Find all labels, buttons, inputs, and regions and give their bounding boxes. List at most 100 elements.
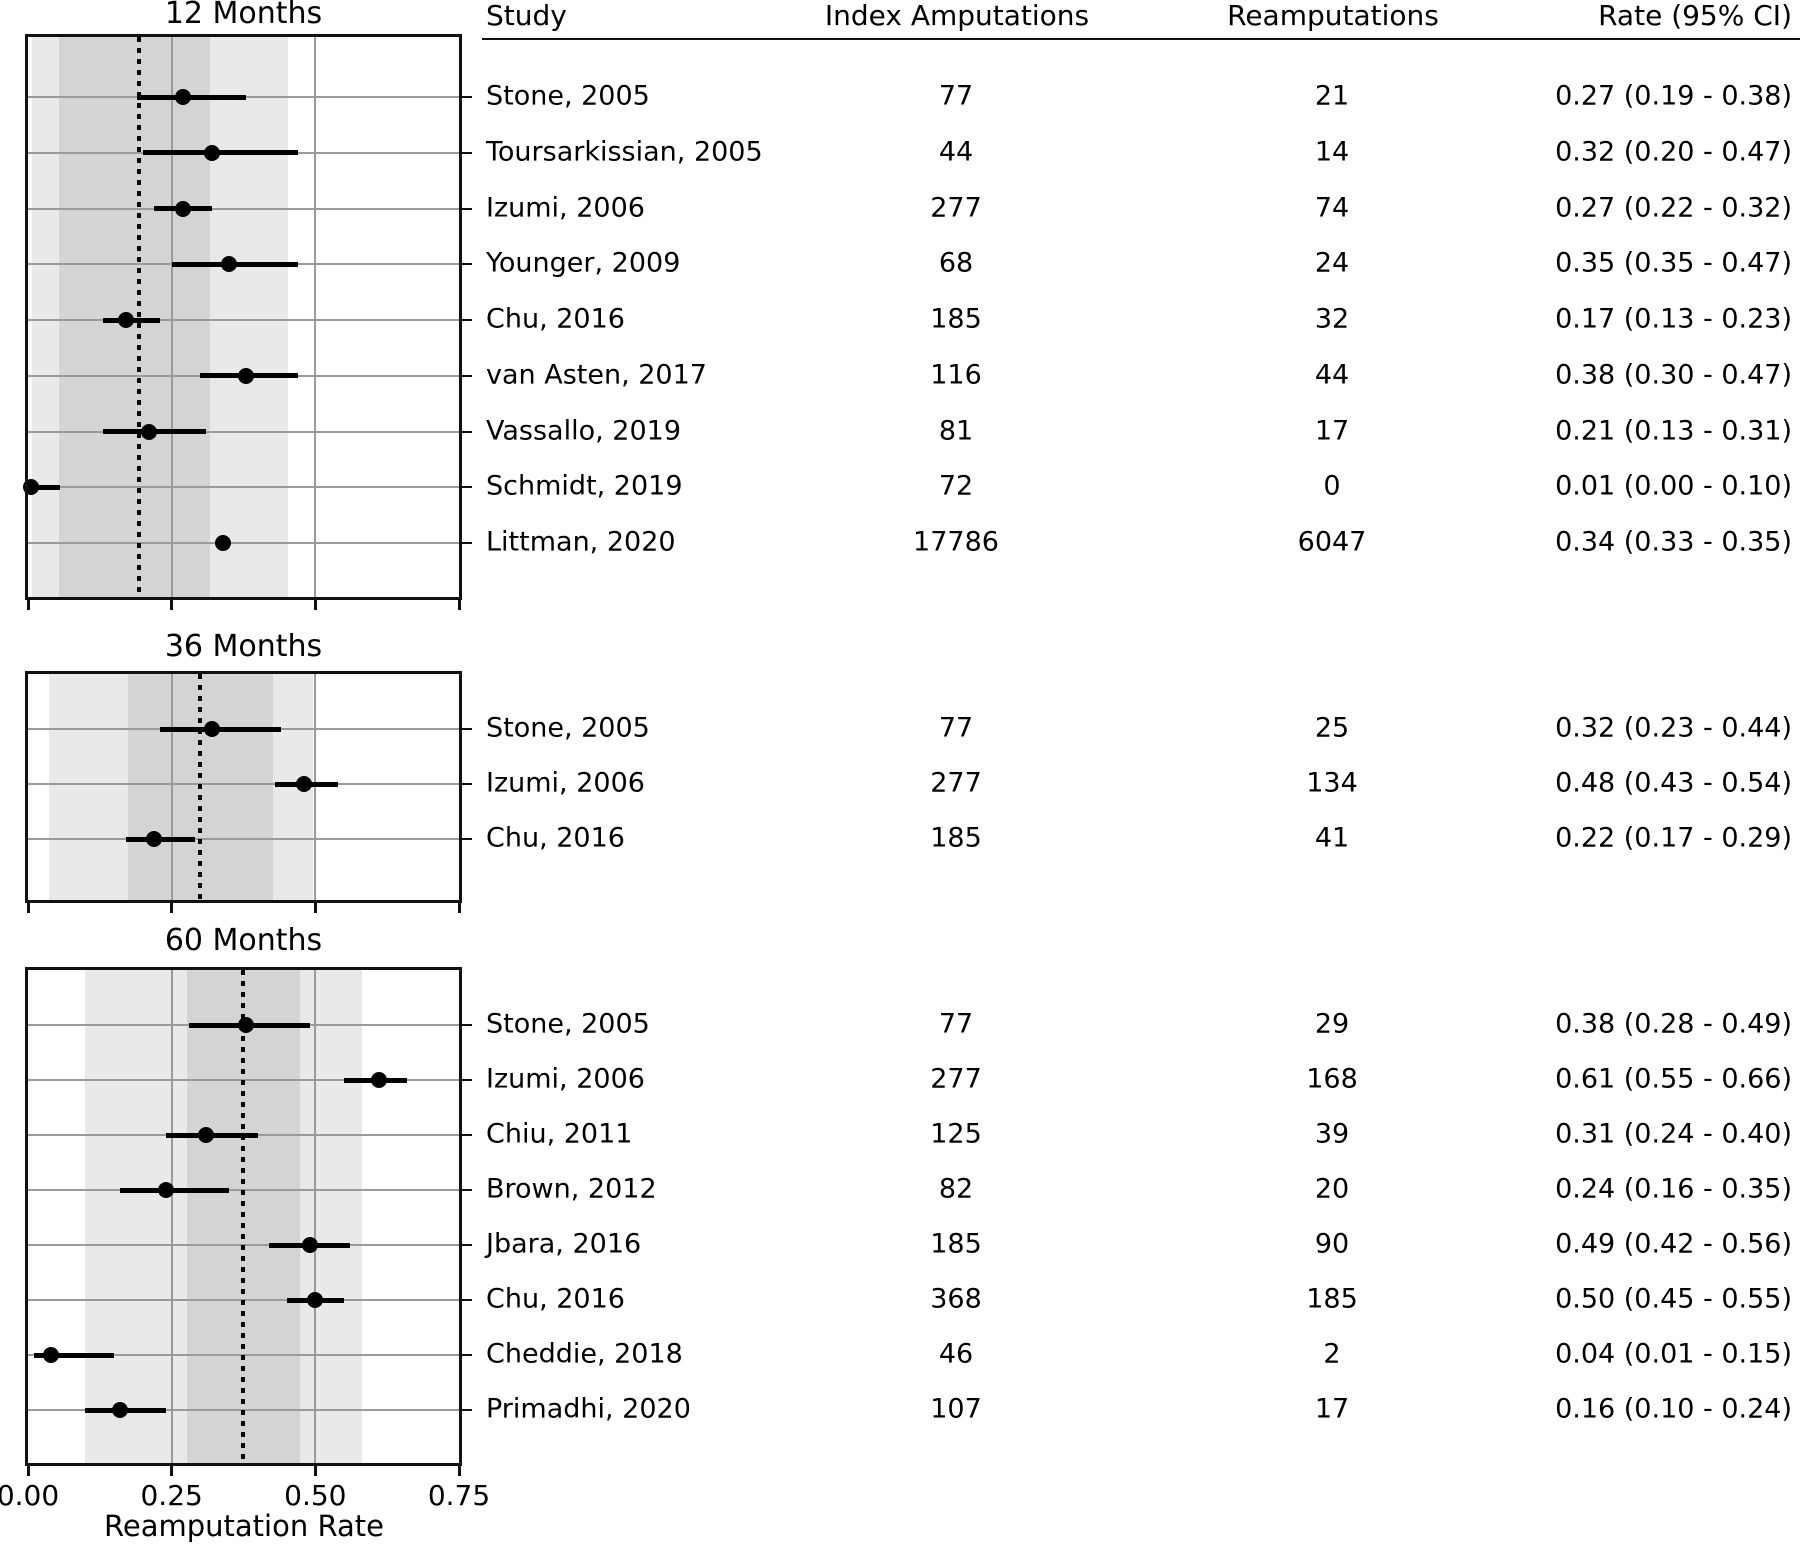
rate-ci-value: 0.01 (0.00 - 0.10) (1555, 470, 1792, 502)
point-estimate-marker (221, 256, 238, 273)
point-estimate-marker (146, 831, 163, 847)
study-label: Cheddie, 2018 (486, 1338, 683, 1370)
point-estimate-marker (42, 1347, 59, 1363)
rate-ci-value: 0.24 (0.16 - 0.35) (1555, 1173, 1792, 1205)
study-label: Izumi, 2006 (486, 1063, 645, 1095)
study-label: Jbara, 2016 (486, 1228, 642, 1260)
study-label: Chu, 2016 (486, 822, 625, 854)
study-row-axis-tick (459, 319, 472, 321)
rate-ci-value: 0.38 (0.28 - 0.49) (1555, 1008, 1792, 1040)
pooled-estimate-dotted-line (240, 970, 245, 1463)
study-row-axis-tick (459, 542, 472, 544)
study-label: Chu, 2016 (486, 1283, 625, 1315)
rate-ci-value: 0.32 (0.20 - 0.47) (1555, 136, 1792, 168)
x-axis-tick (457, 597, 461, 610)
index-amputations-value: 82 (938, 1173, 974, 1205)
point-estimate-marker (203, 721, 220, 737)
point-estimate-marker (157, 1182, 174, 1198)
x-axis-tick (457, 1463, 461, 1476)
study-label: Stone, 2005 (486, 80, 650, 112)
x-axis-tick (26, 597, 30, 610)
study-row-axis-tick (459, 1299, 472, 1301)
study-label: Izumi, 2006 (486, 767, 645, 799)
study-label: Vassallo, 2019 (486, 414, 681, 446)
index-amputations-value: 116 (930, 359, 982, 391)
ci-whisker (119, 1187, 230, 1193)
panel-title-60-months: 60 Months (164, 923, 323, 958)
point-estimate-marker (307, 1292, 324, 1308)
study-row-axis-tick (459, 1244, 472, 1246)
point-estimate-marker (238, 1017, 255, 1033)
study-label: van Asten, 2017 (486, 359, 707, 391)
pooled-estimate-dotted-line (197, 674, 202, 900)
study-label: Younger, 2009 (486, 247, 681, 279)
study-label: Schmidt, 2019 (486, 470, 683, 502)
panel-title-12-months: 12 Months (164, 0, 323, 31)
study-row-axis-tick (459, 207, 472, 210)
reamputations-value: 20 (1314, 1173, 1350, 1205)
point-estimate-marker (295, 776, 312, 792)
vertical-gridline (170, 970, 173, 1463)
reamputations-value: 25 (1314, 712, 1350, 744)
index-amputations-value: 277 (930, 1063, 982, 1095)
x-axis-tick (170, 1463, 174, 1476)
reamputations-value: 39 (1314, 1118, 1350, 1150)
reamputations-value: 168 (1306, 1063, 1358, 1095)
rate-ci-value: 0.38 (0.30 - 0.47) (1555, 359, 1792, 391)
index-amputations-value: 44 (938, 136, 974, 168)
panel-title-36-months: 36 Months (164, 629, 323, 664)
reamputations-value: 14 (1314, 136, 1350, 168)
index-amputations-value: 77 (938, 712, 974, 744)
x-axis-tick (26, 1463, 30, 1476)
reamputations-value: 6047 (1297, 526, 1367, 558)
x-axis-tick (26, 900, 30, 913)
index-amputations-value: 77 (938, 1008, 974, 1040)
reamputations-value: 17 (1314, 1393, 1350, 1425)
index-amputations-value: 81 (938, 414, 974, 446)
pooled-estimate-dotted-line (136, 37, 141, 597)
point-estimate-marker (140, 423, 157, 440)
column-header-index-amputations: Index Amputations (824, 0, 1090, 32)
study-label: Littman, 2020 (486, 526, 676, 558)
rate-ci-value: 0.27 (0.22 - 0.32) (1555, 191, 1792, 223)
point-estimate-marker (203, 144, 220, 161)
reamputations-value: 24 (1314, 247, 1350, 279)
ci-whisker (160, 726, 281, 732)
study-label: Primadhi, 2020 (486, 1393, 691, 1425)
study-label: Toursarkissian, 2005 (486, 136, 763, 168)
x-axis-tick (170, 900, 174, 913)
study-row-axis-tick (459, 1354, 472, 1356)
index-amputations-value: 185 (930, 1228, 982, 1260)
reamputations-value: 74 (1314, 191, 1350, 223)
rate-ci-value: 0.35 (0.35 - 0.47) (1555, 247, 1792, 279)
study-row-axis-tick (459, 1409, 472, 1411)
panel-border (25, 34, 462, 600)
study-row-axis-tick (459, 430, 472, 433)
table-header-rule (482, 38, 1800, 40)
rate-ci-value: 0.50 (0.45 - 0.55) (1555, 1283, 1792, 1315)
reamputations-value: 17 (1314, 414, 1350, 446)
study-label: Stone, 2005 (486, 1008, 650, 1040)
x-tick-label: 0.75 (427, 1479, 491, 1512)
rate-ci-value: 0.16 (0.10 - 0.24) (1555, 1393, 1792, 1425)
index-amputations-value: 72 (938, 470, 974, 502)
index-amputations-value: 107 (930, 1393, 982, 1425)
study-row-axis-tick (459, 1079, 472, 1081)
study-row-gridline (28, 430, 459, 433)
index-amputations-value: 46 (938, 1338, 974, 1370)
study-row-gridline (28, 207, 459, 210)
index-amputations-value: 277 (930, 767, 982, 799)
study-row-axis-tick (459, 728, 472, 730)
x-tick-label: 0.25 (140, 1479, 203, 1512)
reamputations-value: 21 (1314, 80, 1350, 112)
study-row-gridline (28, 783, 459, 785)
point-estimate-marker (301, 1237, 318, 1253)
vertical-gridline (314, 970, 317, 1463)
x-tick-label: 0.00 (0, 1479, 60, 1512)
study-row-axis-tick (459, 838, 472, 840)
x-axis-tick (313, 900, 317, 913)
index-amputations-value: 77 (938, 80, 974, 112)
rate-ci-value: 0.49 (0.42 - 0.56) (1555, 1228, 1792, 1260)
index-amputations-value: 277 (930, 191, 982, 223)
point-estimate-marker (117, 312, 134, 328)
